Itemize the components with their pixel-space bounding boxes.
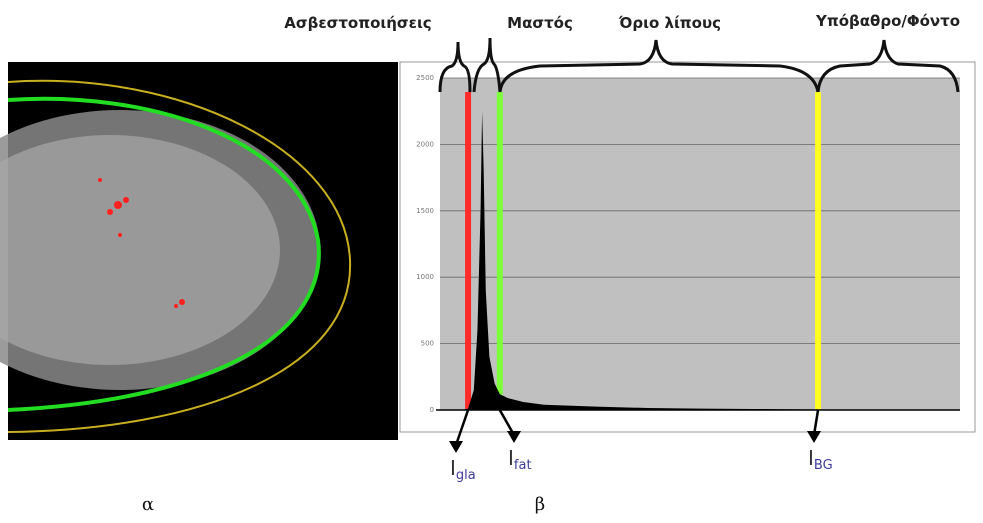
region-label: Όριο λίπους [618, 14, 721, 32]
arrow-head [507, 431, 521, 443]
threshold-label: IBG [808, 446, 833, 473]
y-tick-label: 500 [421, 340, 434, 348]
region-label: Υπόβαθρο/Φόντο [815, 12, 960, 30]
y-tick-label: 2500 [416, 74, 434, 82]
y-tick-label: 1000 [416, 273, 434, 281]
caption: β [535, 494, 545, 515]
region-label: Ασβεστοποιήσεις [284, 14, 431, 32]
y-tick-label: 0 [430, 406, 434, 414]
threshold-label: Igla [450, 456, 476, 483]
threshold-label: Ifat [508, 446, 532, 473]
label-sub: fat [514, 458, 532, 473]
plot-background [440, 78, 960, 410]
region-label: Μαστός [507, 14, 573, 32]
label-sub: gla [456, 468, 476, 483]
caption: α [142, 494, 154, 515]
arrow-head [807, 431, 821, 443]
y-tick-label: 2000 [416, 140, 434, 148]
arrow-head [449, 441, 463, 453]
label-sub: BG [814, 458, 833, 473]
figure: 0 500 1000 1500 2000 2500 Igla Ifat IBG Ασβεστοπ… [0, 0, 983, 523]
page: 0 500 1000 1500 2000 2500 Igla Ifat IBG Ασβεστοπ… [0, 0, 983, 523]
y-tick-label: 1500 [416, 207, 434, 215]
mammogram [0, 62, 398, 440]
